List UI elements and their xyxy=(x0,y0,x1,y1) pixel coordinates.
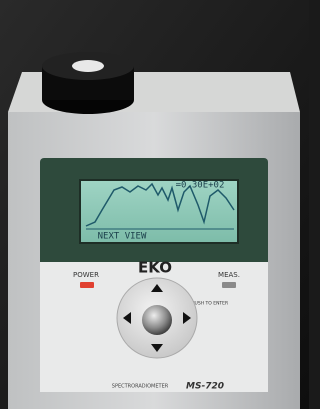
page: {"device": {"brand": "EKO", "power_label… xyxy=(0,0,309,409)
meas-label: MEAS. xyxy=(218,271,240,279)
enter-button[interactable] xyxy=(142,305,172,335)
model-name: MS-720 xyxy=(186,382,224,392)
screen-menu: NEXT VIEW xyxy=(98,232,147,242)
meas-button[interactable] xyxy=(222,282,236,288)
photo: =0.30E+02 NEXT VIEW EKO POWER MEAS. PUSH… xyxy=(0,0,309,409)
product-name: SPECTRORADIOMETER xyxy=(112,384,169,390)
power-label: POWER xyxy=(73,271,99,279)
power-button[interactable] xyxy=(80,282,94,288)
enter-label: PUSH TO ENTER xyxy=(192,301,228,307)
brand-logo: EKO xyxy=(138,259,172,277)
sensor-diffuser xyxy=(72,60,104,72)
screen-reading: =0.30E+02 xyxy=(176,181,225,191)
